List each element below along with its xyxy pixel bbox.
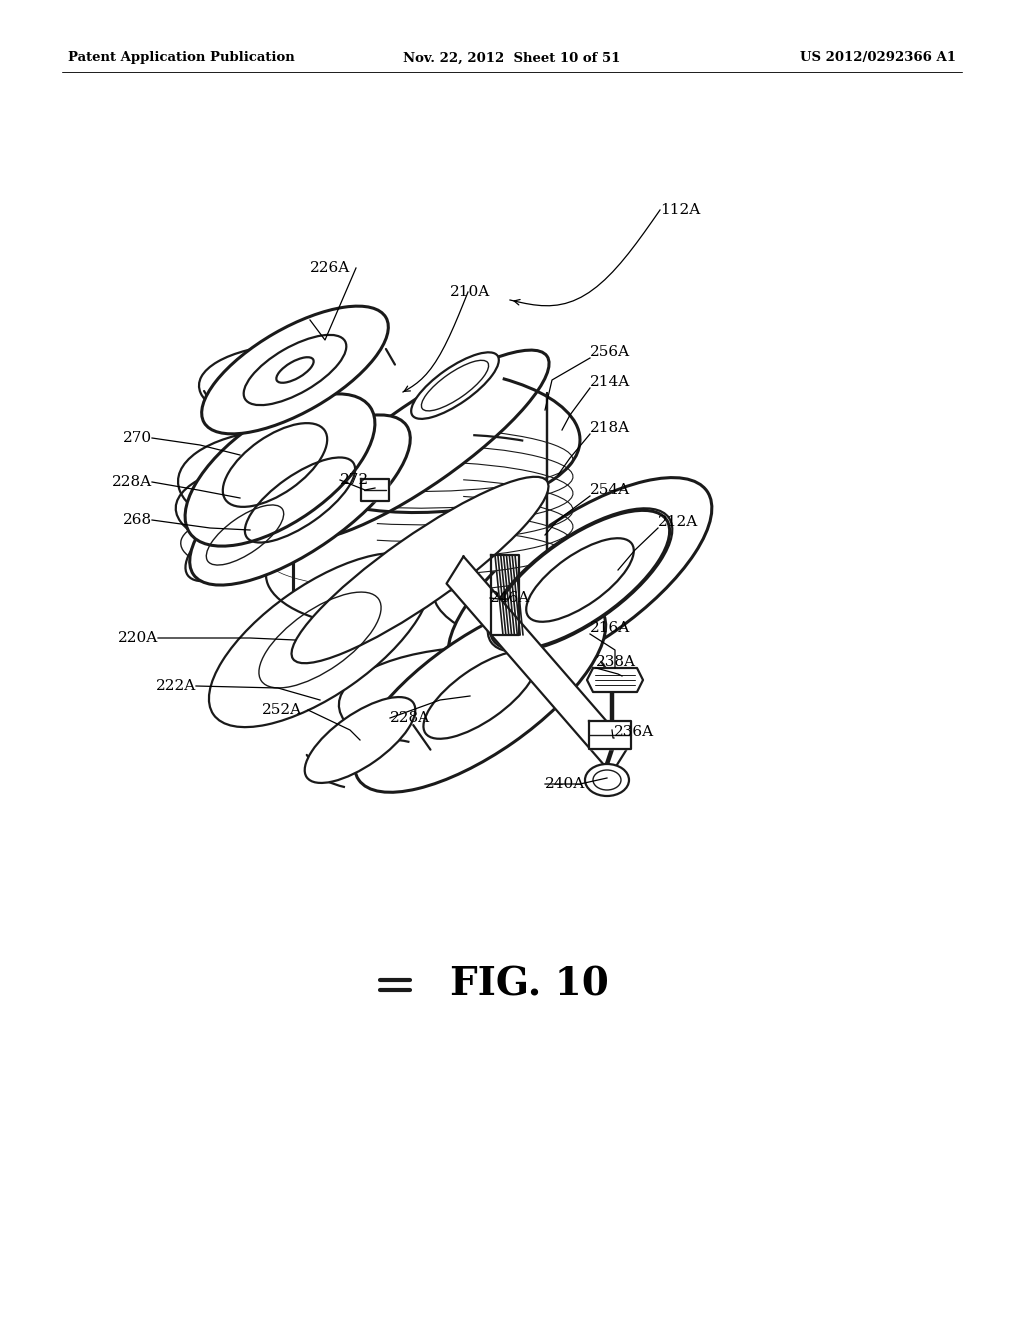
Text: 214A: 214A (590, 375, 630, 389)
Ellipse shape (291, 350, 549, 540)
Text: 112A: 112A (660, 203, 700, 216)
Text: 272: 272 (340, 473, 369, 487)
Ellipse shape (449, 478, 712, 682)
Text: Nov. 22, 2012  Sheet 10 of 51: Nov. 22, 2012 Sheet 10 of 51 (403, 51, 621, 65)
Text: 228A: 228A (112, 475, 152, 488)
Ellipse shape (292, 477, 549, 663)
Text: Patent Application Publication: Patent Application Publication (68, 51, 295, 65)
Text: 268: 268 (123, 513, 152, 527)
Text: 238A: 238A (596, 655, 636, 669)
Text: 246A: 246A (490, 591, 530, 605)
Text: 228A: 228A (390, 711, 430, 725)
Ellipse shape (250, 367, 580, 512)
Text: 220A: 220A (118, 631, 158, 645)
Ellipse shape (202, 306, 388, 434)
Polygon shape (589, 721, 631, 748)
Text: 210A: 210A (450, 285, 490, 300)
Ellipse shape (412, 352, 499, 418)
Text: 252A: 252A (262, 704, 302, 717)
Text: 218A: 218A (590, 421, 630, 436)
Ellipse shape (487, 508, 673, 652)
Polygon shape (587, 668, 643, 692)
Ellipse shape (185, 393, 375, 546)
Text: 236A: 236A (614, 725, 654, 739)
Text: 240A: 240A (545, 777, 586, 791)
Ellipse shape (585, 764, 629, 796)
Ellipse shape (185, 488, 304, 581)
Ellipse shape (354, 598, 606, 792)
Text: 226A: 226A (310, 261, 350, 275)
Ellipse shape (189, 414, 411, 585)
Polygon shape (446, 557, 629, 774)
Ellipse shape (209, 553, 431, 727)
Text: 256A: 256A (590, 345, 630, 359)
Polygon shape (293, 445, 547, 570)
Ellipse shape (276, 358, 313, 383)
Polygon shape (361, 479, 389, 502)
Text: 254A: 254A (590, 483, 630, 498)
Text: 216A: 216A (590, 620, 630, 635)
Text: 212A: 212A (658, 515, 698, 529)
Text: US 2012/0292366 A1: US 2012/0292366 A1 (800, 51, 956, 65)
Text: 222A: 222A (156, 678, 196, 693)
Text: FIG. 10: FIG. 10 (450, 966, 609, 1005)
Ellipse shape (305, 697, 416, 783)
Text: 270: 270 (123, 432, 152, 445)
